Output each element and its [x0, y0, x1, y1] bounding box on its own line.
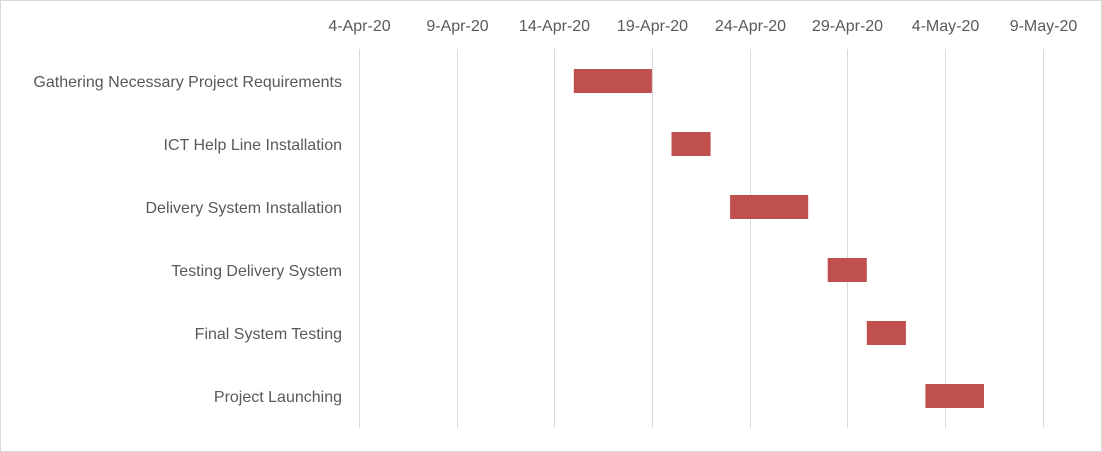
- x-tick-label: 19-Apr-20: [617, 18, 688, 35]
- x-tick-label: 9-May-20: [1010, 18, 1078, 35]
- x-tick-label: 14-Apr-20: [519, 18, 590, 35]
- x-tick-label: 29-Apr-20: [812, 18, 883, 35]
- task-label: Project Launching: [214, 389, 342, 406]
- x-tick-label: 9-Apr-20: [426, 18, 488, 35]
- task-label: ICT Help Line Installation: [164, 137, 342, 154]
- task-bar: [671, 132, 711, 156]
- task-bar: [573, 69, 652, 93]
- x-tick-label: 4-May-20: [912, 18, 980, 35]
- task-label: Gathering Necessary Project Requirements: [33, 74, 342, 91]
- x-tick-label: 24-Apr-20: [715, 18, 786, 35]
- task-label: Delivery System Installation: [145, 200, 342, 217]
- task-bar: [866, 321, 906, 345]
- task-bar: [925, 384, 984, 408]
- task-label: Testing Delivery System: [171, 263, 342, 280]
- task-label: Final System Testing: [195, 326, 342, 343]
- task-bar: [730, 195, 809, 219]
- x-tick-label: 4-Apr-20: [328, 18, 390, 35]
- task-bar: [827, 258, 867, 282]
